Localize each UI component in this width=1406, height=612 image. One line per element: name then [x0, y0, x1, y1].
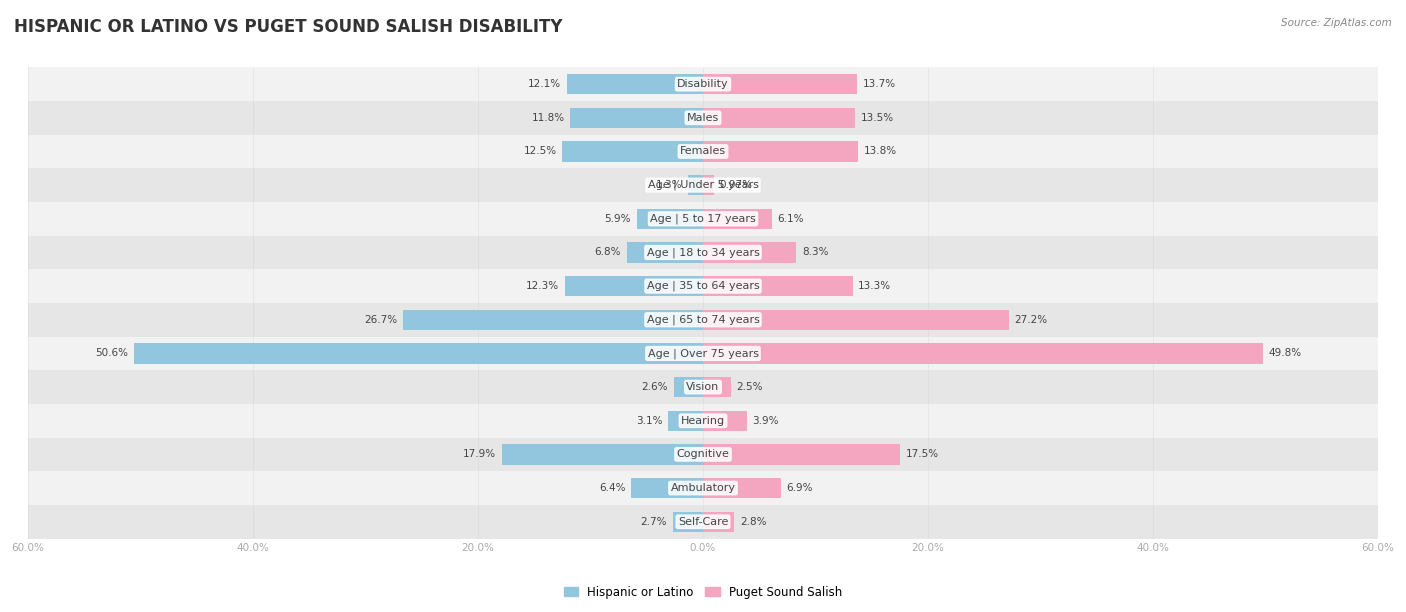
Bar [703, 478, 780, 498]
Bar [703, 74, 858, 94]
Bar [689, 175, 703, 195]
Text: 12.3%: 12.3% [526, 281, 560, 291]
Bar [703, 310, 1010, 330]
Bar [28, 337, 1378, 370]
Text: 5.9%: 5.9% [605, 214, 631, 224]
Bar [668, 411, 703, 431]
Bar [28, 303, 1378, 337]
Text: Age | 5 to 17 years: Age | 5 to 17 years [650, 214, 756, 224]
Bar [28, 404, 1378, 438]
Text: Cognitive: Cognitive [676, 449, 730, 460]
Bar [703, 377, 731, 397]
Text: 13.3%: 13.3% [858, 281, 891, 291]
Text: 12.1%: 12.1% [529, 79, 561, 89]
Bar [562, 141, 703, 162]
Text: Age | Under 5 years: Age | Under 5 years [648, 180, 758, 190]
Bar [28, 135, 1378, 168]
Bar [703, 512, 734, 532]
Bar [703, 444, 900, 465]
Text: Disability: Disability [678, 79, 728, 89]
Text: 2.8%: 2.8% [740, 517, 766, 527]
Text: 13.5%: 13.5% [860, 113, 894, 123]
Text: 0.97%: 0.97% [720, 180, 752, 190]
Text: Vision: Vision [686, 382, 720, 392]
Text: 6.4%: 6.4% [599, 483, 626, 493]
Bar [703, 108, 855, 128]
Bar [28, 269, 1378, 303]
Text: 2.7%: 2.7% [641, 517, 666, 527]
Bar [703, 242, 796, 263]
Legend: Hispanic or Latino, Puget Sound Salish: Hispanic or Latino, Puget Sound Salish [560, 581, 846, 603]
Bar [502, 444, 703, 465]
Bar [637, 209, 703, 229]
Text: 6.8%: 6.8% [595, 247, 621, 258]
Bar [28, 101, 1378, 135]
Bar [28, 471, 1378, 505]
Text: 12.5%: 12.5% [523, 146, 557, 157]
Text: 27.2%: 27.2% [1015, 315, 1047, 325]
Text: Females: Females [681, 146, 725, 157]
Text: 17.9%: 17.9% [463, 449, 496, 460]
Text: 17.5%: 17.5% [905, 449, 939, 460]
Text: Age | 35 to 64 years: Age | 35 to 64 years [647, 281, 759, 291]
Bar [28, 67, 1378, 101]
Bar [28, 438, 1378, 471]
Text: 3.9%: 3.9% [752, 416, 779, 426]
Bar [567, 74, 703, 94]
Bar [703, 141, 858, 162]
Bar [565, 276, 703, 296]
Text: 13.7%: 13.7% [863, 79, 896, 89]
Bar [672, 512, 703, 532]
Bar [28, 236, 1378, 269]
Text: Source: ZipAtlas.com: Source: ZipAtlas.com [1281, 18, 1392, 28]
Text: Ambulatory: Ambulatory [671, 483, 735, 493]
Bar [28, 370, 1378, 404]
Text: 2.6%: 2.6% [641, 382, 668, 392]
Text: 1.3%: 1.3% [657, 180, 683, 190]
Bar [627, 242, 703, 263]
Text: 3.1%: 3.1% [636, 416, 662, 426]
Text: 6.1%: 6.1% [778, 214, 804, 224]
Text: 26.7%: 26.7% [364, 315, 396, 325]
Text: 8.3%: 8.3% [801, 247, 828, 258]
Bar [402, 310, 703, 330]
Bar [703, 343, 1263, 364]
Text: 13.8%: 13.8% [863, 146, 897, 157]
Bar [28, 505, 1378, 539]
Text: Males: Males [688, 113, 718, 123]
Text: 6.9%: 6.9% [786, 483, 813, 493]
Bar [673, 377, 703, 397]
Text: Hearing: Hearing [681, 416, 725, 426]
Text: Age | Over 75 years: Age | Over 75 years [648, 348, 758, 359]
Bar [571, 108, 703, 128]
Text: Age | 65 to 74 years: Age | 65 to 74 years [647, 315, 759, 325]
Text: 50.6%: 50.6% [96, 348, 128, 359]
Text: 2.5%: 2.5% [737, 382, 763, 392]
Bar [134, 343, 703, 364]
Text: HISPANIC OR LATINO VS PUGET SOUND SALISH DISABILITY: HISPANIC OR LATINO VS PUGET SOUND SALISH… [14, 18, 562, 36]
Bar [28, 202, 1378, 236]
Text: Self-Care: Self-Care [678, 517, 728, 527]
Text: Age | 18 to 34 years: Age | 18 to 34 years [647, 247, 759, 258]
Bar [703, 175, 714, 195]
Text: 49.8%: 49.8% [1268, 348, 1302, 359]
Bar [703, 411, 747, 431]
Bar [631, 478, 703, 498]
Bar [28, 168, 1378, 202]
Bar [703, 276, 852, 296]
Text: 11.8%: 11.8% [531, 113, 565, 123]
Bar [703, 209, 772, 229]
